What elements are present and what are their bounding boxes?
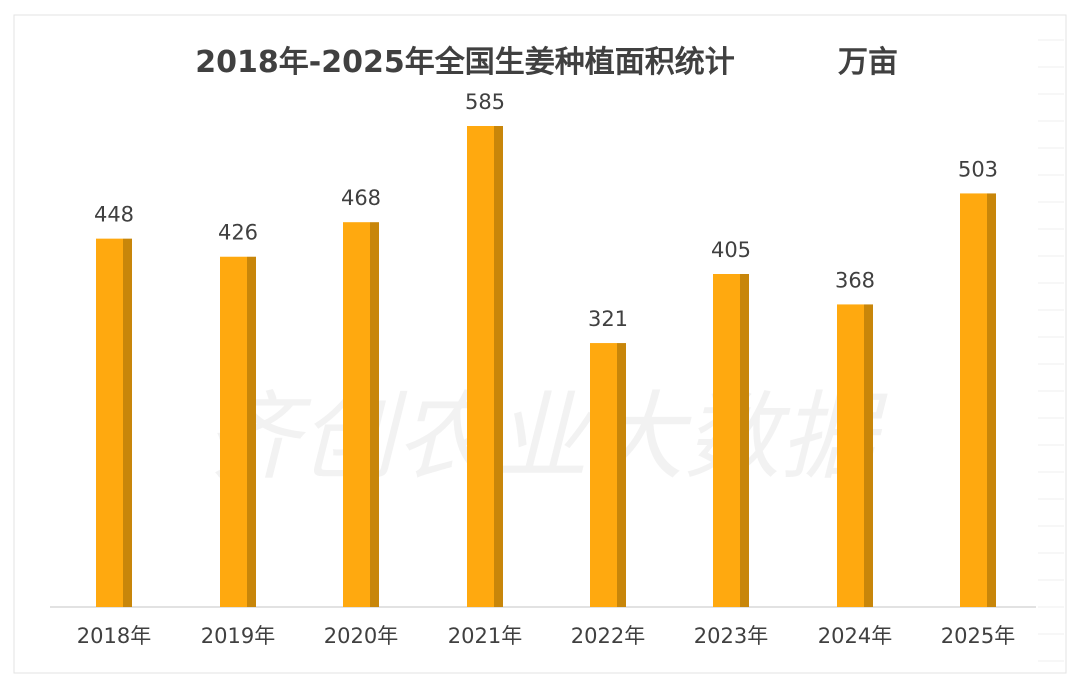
chart-title: 2018年-2025年全国生姜种植面积统计 bbox=[195, 45, 734, 80]
watermark-text: 齐创农业大数据 bbox=[204, 381, 888, 493]
bar-front bbox=[590, 343, 617, 607]
data-label: 448 bbox=[94, 203, 134, 227]
chart-unit: 万亩 bbox=[838, 45, 898, 80]
bar-side bbox=[370, 222, 379, 607]
bar-2019年 bbox=[220, 256, 256, 607]
bar-front bbox=[220, 256, 247, 607]
data-label: 585 bbox=[465, 90, 505, 114]
x-tick-label: 2020年 bbox=[324, 624, 398, 648]
bar-2022年 bbox=[590, 343, 626, 607]
bar-front bbox=[713, 274, 740, 607]
x-tick-label: 2022年 bbox=[571, 624, 645, 648]
bar-side bbox=[494, 126, 503, 607]
data-label: 503 bbox=[958, 157, 998, 181]
x-tick-label: 2023年 bbox=[694, 624, 768, 648]
bar-2020年 bbox=[343, 222, 379, 607]
bar-side bbox=[740, 274, 749, 607]
bar-side bbox=[864, 304, 873, 607]
bars-group bbox=[96, 126, 996, 607]
bar-front bbox=[343, 222, 370, 607]
bar-side bbox=[247, 256, 256, 607]
x-tick-label: 2019年 bbox=[201, 624, 275, 648]
bar-front bbox=[837, 304, 864, 607]
bar-front bbox=[96, 238, 123, 607]
data-labels-group: 448 426 468 585 321 405 368 503 bbox=[94, 90, 998, 331]
data-label: 321 bbox=[588, 307, 628, 331]
data-label: 426 bbox=[218, 221, 258, 245]
x-tick-labels-group: 2018年 2019年 2020年 2021年 2022年 2023年 2024年 2025年 bbox=[77, 624, 1015, 648]
data-label: 468 bbox=[341, 186, 381, 210]
x-tick-label: 2018年 bbox=[77, 624, 151, 648]
bar-2023年 bbox=[713, 274, 749, 607]
bar-side bbox=[987, 193, 996, 607]
bar-2025年 bbox=[960, 193, 996, 607]
bar-2024年 bbox=[837, 304, 873, 607]
bar-front bbox=[960, 193, 987, 607]
bar-2018年 bbox=[96, 238, 132, 607]
chart-frame bbox=[13, 14, 1067, 674]
data-label: 405 bbox=[711, 238, 751, 262]
x-tick-label: 2025年 bbox=[941, 624, 1015, 648]
bar-front bbox=[467, 126, 494, 607]
x-tick-label: 2021年 bbox=[448, 624, 522, 648]
x-tick-label: 2024年 bbox=[818, 624, 892, 648]
bar-side bbox=[617, 343, 626, 607]
background-grid bbox=[1038, 39, 1064, 662]
bar-2021年 bbox=[467, 126, 503, 607]
data-label: 368 bbox=[835, 268, 875, 292]
bar-side bbox=[123, 238, 132, 607]
